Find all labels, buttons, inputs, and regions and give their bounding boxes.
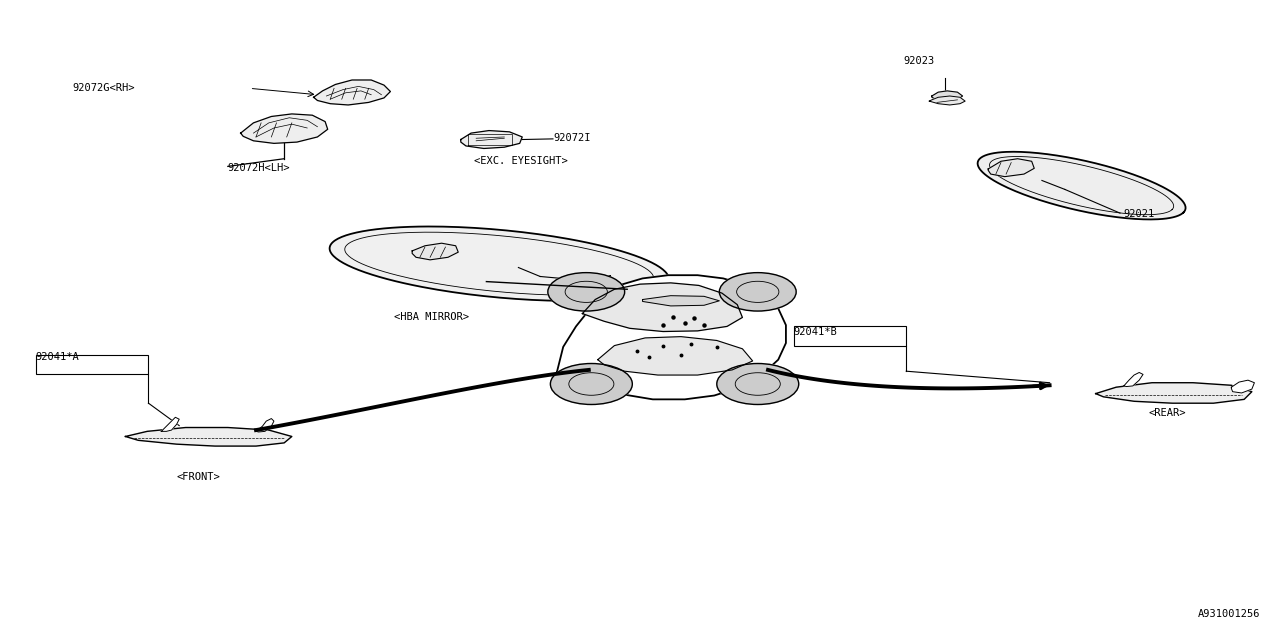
Text: 92041*B: 92041*B — [794, 326, 837, 337]
Circle shape — [719, 273, 796, 311]
Polygon shape — [643, 296, 719, 306]
Polygon shape — [932, 91, 963, 101]
Polygon shape — [161, 417, 179, 431]
Text: <HBA MIRROR>: <HBA MIRROR> — [394, 312, 470, 322]
Polygon shape — [978, 152, 1185, 220]
Text: <REAR>: <REAR> — [1148, 408, 1187, 418]
Polygon shape — [461, 131, 522, 148]
Text: 92041*A: 92041*A — [36, 352, 79, 362]
Polygon shape — [598, 337, 753, 375]
Text: 92072H<LH>: 92072H<LH> — [228, 163, 291, 173]
Polygon shape — [1096, 383, 1252, 403]
Polygon shape — [412, 243, 458, 260]
Text: 92021: 92021 — [582, 275, 613, 285]
Polygon shape — [988, 159, 1034, 177]
Text: <FRONT>: <FRONT> — [177, 472, 220, 482]
Text: 92021: 92021 — [1124, 209, 1155, 220]
Polygon shape — [314, 80, 390, 105]
Text: 92072G<RH>: 92072G<RH> — [72, 83, 134, 93]
Text: 92023: 92023 — [904, 56, 934, 66]
Polygon shape — [330, 227, 668, 301]
Polygon shape — [582, 283, 742, 332]
Text: A931001256: A931001256 — [1198, 609, 1261, 620]
Text: 92072I: 92072I — [553, 132, 590, 143]
Polygon shape — [1231, 380, 1254, 393]
Polygon shape — [1124, 372, 1143, 387]
Circle shape — [717, 364, 799, 404]
Polygon shape — [929, 96, 965, 105]
Polygon shape — [256, 419, 274, 432]
Circle shape — [548, 273, 625, 311]
Polygon shape — [241, 114, 328, 143]
Text: <EXC. EYESIGHT>: <EXC. EYESIGHT> — [474, 156, 567, 166]
Polygon shape — [125, 428, 292, 446]
Polygon shape — [557, 275, 786, 399]
Circle shape — [550, 364, 632, 404]
